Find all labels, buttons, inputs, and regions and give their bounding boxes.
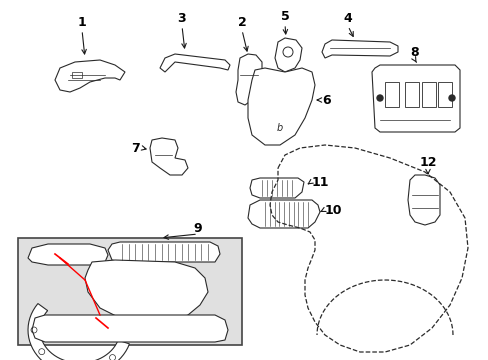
Text: 2: 2: [237, 15, 246, 28]
Text: 10: 10: [325, 203, 342, 216]
Polygon shape: [28, 244, 108, 265]
Circle shape: [376, 95, 382, 101]
Text: 9: 9: [193, 221, 202, 234]
Text: 8: 8: [410, 45, 418, 59]
Polygon shape: [274, 38, 302, 72]
Text: b: b: [276, 123, 283, 133]
Polygon shape: [108, 242, 220, 262]
Text: 11: 11: [311, 176, 329, 189]
Polygon shape: [247, 200, 319, 228]
Circle shape: [448, 95, 454, 101]
Polygon shape: [249, 178, 304, 198]
Text: 1: 1: [78, 15, 86, 28]
Polygon shape: [72, 72, 82, 78]
Text: 12: 12: [418, 156, 436, 168]
Polygon shape: [150, 138, 187, 175]
Text: 4: 4: [343, 12, 352, 24]
Bar: [437, 82, 451, 107]
Text: 3: 3: [177, 12, 186, 24]
Polygon shape: [236, 54, 262, 105]
Polygon shape: [55, 60, 125, 92]
Bar: [18, 238, 242, 345]
Bar: [384, 82, 398, 107]
Bar: [404, 82, 418, 107]
Polygon shape: [371, 65, 459, 132]
Polygon shape: [407, 175, 439, 225]
Text: 6: 6: [321, 94, 330, 107]
Polygon shape: [160, 54, 229, 72]
Text: 5: 5: [280, 9, 289, 23]
Polygon shape: [32, 315, 227, 342]
Text: 7: 7: [131, 141, 140, 154]
Polygon shape: [321, 40, 397, 58]
Polygon shape: [85, 260, 207, 322]
Polygon shape: [28, 303, 129, 360]
Polygon shape: [247, 68, 314, 145]
Bar: [421, 82, 435, 107]
